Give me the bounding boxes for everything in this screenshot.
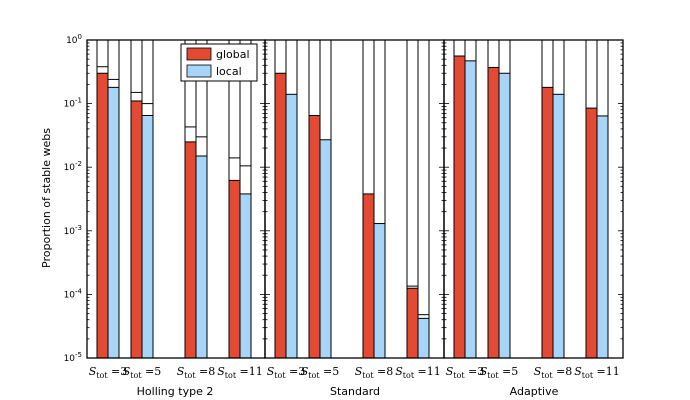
y-tick-label: 100 [66,33,82,46]
bar-global [130,100,143,359]
bars-layer [96,39,609,359]
bar-local [417,317,430,359]
bar-global [96,72,109,359]
legend-swatch-global [186,47,212,61]
bar-local [107,86,120,359]
y-axis-label: Proportion of stable webs [40,128,53,268]
bar-local [596,115,609,359]
legend: global local [180,43,258,82]
bar-global [308,114,321,359]
bar-local [552,93,565,359]
category-label: Stot =3 [89,365,128,380]
panel-frames [86,39,624,359]
bar-global [453,55,466,359]
bar-local [373,223,386,359]
category-label: Stot =11 [395,365,441,380]
panel-title-holling: Holling type 2 [137,385,214,398]
category-label: Stot =8 [177,365,216,380]
category-label: Stot =3 [267,365,306,380]
category-label: Stot =3 [446,365,485,380]
category-label: Stot =8 [355,365,394,380]
bar-local [141,114,154,359]
legend-label-local: local [216,65,242,78]
category-label: Stot =11 [217,365,263,380]
bar-local [319,139,332,359]
bar-global [228,179,241,359]
bar-outline-local [417,39,430,359]
category-label: Stot =5 [480,365,519,380]
bar-local [464,60,477,359]
bar-global [406,287,419,359]
y-axis-ticks: 10-5 10-4 10-3 10-2 10-1 100 [64,33,623,364]
legend-swatch-local [186,64,212,78]
y-tick-label: 10-2 [64,160,82,173]
y-tick-label: 10-3 [64,224,82,237]
y-tick-label: 10-1 [64,97,82,110]
y-tick-label: 10-4 [64,287,83,300]
bar-global [487,66,500,359]
panel-frame [443,39,624,359]
bar-global [362,193,375,359]
bar-local [195,155,208,359]
y-tick-label: 10-5 [64,351,82,364]
legend-label-global: global [216,48,250,61]
bar-local [239,193,252,359]
category-label: Stot =8 [534,365,573,380]
panel-title-standard: Standard [330,385,380,398]
bar-global [184,141,197,359]
bar-global [541,86,554,359]
bar-global [274,72,287,359]
category-label: Stot =11 [574,365,620,380]
bar-global [585,107,598,359]
panel-title-adaptive: Adaptive [510,385,559,398]
panel-titles: Holling type 2 Standard Adaptive [137,385,559,398]
bar-local [498,72,511,359]
category-label: Stot =5 [301,365,340,380]
bar-local [285,93,298,359]
category-label: Stot =5 [123,365,162,380]
